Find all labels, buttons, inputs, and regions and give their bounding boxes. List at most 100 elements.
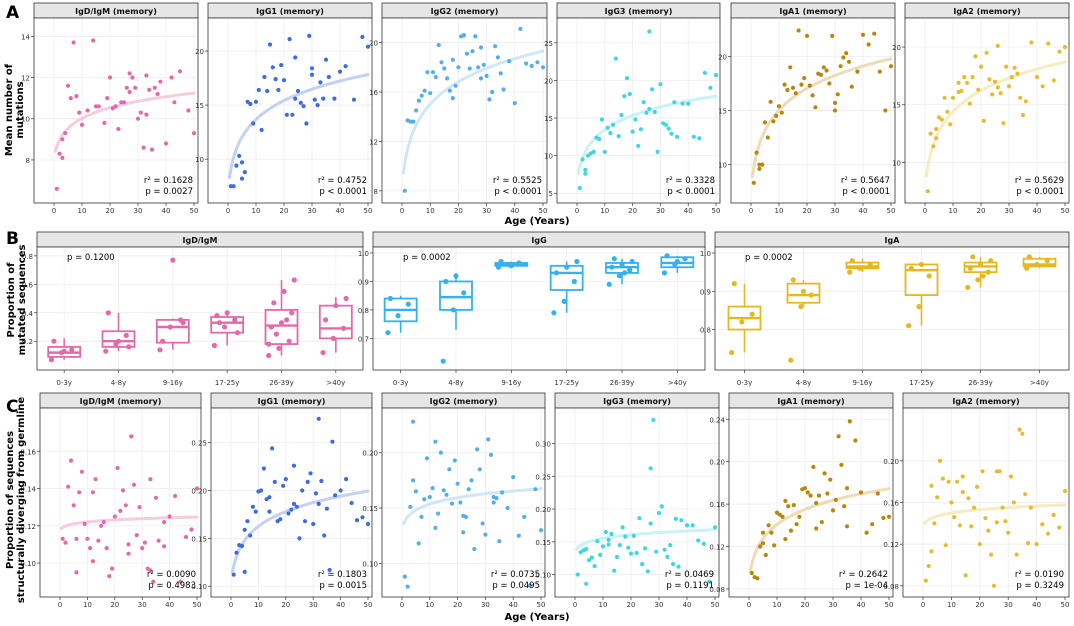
panel-c-3-point <box>642 546 648 551</box>
panel-c-3-point <box>645 569 650 574</box>
panel-a-5-point <box>976 87 981 92</box>
panel-a-2-ytick-label: 8 <box>374 188 378 196</box>
panel-a-0-xtick-label: 50 <box>190 207 199 215</box>
panel-c-1-point <box>305 479 310 484</box>
panel-a-0: IgD/IgM (memory) 8 10 12 14 0 10 20 30 40 50 r² = 0… <box>21 2 199 215</box>
panel-a-2-point <box>447 88 452 93</box>
panel-c-2-point <box>438 450 443 455</box>
panel-b-1-category-label: 0-3y <box>393 379 409 387</box>
panel-b-2-point <box>1044 258 1050 264</box>
panel-a-5-xtick-label: 10 <box>949 207 958 215</box>
panel-c-1-ytick-label: 0.25 <box>191 440 207 448</box>
panel-c-0-point <box>68 458 74 463</box>
panel-a-5-title: IgA2 (memory) <box>953 7 1020 16</box>
panel-a-4-xtick-label: 10 <box>775 207 784 215</box>
panel-c-4-point <box>816 493 822 498</box>
panel-a-3: IgG3 (memory) 5 10 15 20 25 0 10 20 30 40 50 r² = 0.… <box>544 2 720 215</box>
panel-c-5-point <box>963 573 968 578</box>
panel-c-2-point <box>449 501 455 506</box>
panel-c-3-point <box>584 546 589 552</box>
panel-a-2-point <box>453 83 458 88</box>
panel-a-4-ytick-label: 10 <box>718 162 727 170</box>
panel-a-3-point <box>633 117 638 122</box>
panel-c-0-ytick-label: 0.16 <box>20 448 36 456</box>
panel-c-4-point <box>814 500 819 506</box>
panel-c-5-xtick-label: 20 <box>975 601 984 609</box>
panel-c-1-xtick-label: 30 <box>309 601 318 609</box>
panel-b-1-point <box>616 273 623 279</box>
panel-a-5-point <box>1023 99 1028 104</box>
panel-c-4-ytick-label: 0.16 <box>709 501 725 509</box>
panel-c-1-xtick-label: 10 <box>254 601 263 609</box>
panel-a-2-ytick-label: 20 <box>369 40 378 48</box>
panel-c-3-point <box>656 510 662 516</box>
y-axis-label-c-line2: structurally diverging from germline <box>16 397 27 604</box>
panel-c-5-point <box>952 515 957 520</box>
panel-b-1-box-1 <box>439 273 473 364</box>
panel-c-5-point <box>974 484 980 489</box>
panel-c-1-point <box>248 533 253 538</box>
panel-a-0-ytick-label: 12 <box>21 75 30 83</box>
panel-c-5-point <box>1028 505 1033 510</box>
panel-c-4-point <box>788 528 794 533</box>
panel-c-4-xtick-label: 30 <box>829 601 838 609</box>
panel-a-4-xtick-label: 50 <box>887 207 896 215</box>
panel-a-2-point <box>473 34 478 39</box>
panel-a-0-point <box>68 96 73 101</box>
panel-a-3-point <box>577 185 582 191</box>
panel-a-0-point <box>141 145 146 150</box>
panel-b-2-point <box>967 265 973 271</box>
panel-b-0-ytick-label: 0.4 <box>22 310 34 318</box>
panel-c-1-point <box>272 479 277 484</box>
panel-a-4-point <box>799 82 804 87</box>
panel-a-3-xtick-label: 20 <box>628 207 637 215</box>
panel-b-2-frame <box>714 246 1070 371</box>
panel-b-2-category-label: >40y <box>1030 379 1049 387</box>
panel-c-0-point <box>183 534 189 540</box>
panel-a-1-point <box>321 96 326 101</box>
panel-a-5-point <box>948 122 953 127</box>
panel-a-0-point <box>152 85 157 90</box>
panel-b-0-title: IgD/IgM <box>183 236 218 245</box>
panel-c-4-point <box>853 438 858 443</box>
panel-a-2-point <box>461 33 467 38</box>
panel-b-0-point <box>320 350 326 356</box>
panel-c-3-point <box>606 537 611 543</box>
panel-c-0-point <box>90 490 95 495</box>
panel-a-1-ytick-label: 20 <box>195 48 204 56</box>
panel-a-3-point <box>669 131 674 136</box>
panel-a-1-xtick-label: 50 <box>364 207 373 215</box>
panel-b-1-point <box>609 264 615 270</box>
panel-b-1-category-label: 26-39y <box>610 379 634 387</box>
panel-a-3-r2: r² = 0.3328 <box>666 176 715 186</box>
panel-b-2-box-0 <box>727 281 762 356</box>
panel-c-4-point <box>783 537 788 542</box>
panel-c-0-point <box>120 488 126 493</box>
panel-a-3-ytick-label: 5 <box>549 190 553 198</box>
panel-c-5-point <box>923 578 928 583</box>
panel-c-0-point <box>77 490 82 495</box>
panel-a-3-point <box>638 127 644 132</box>
panel-c-1-ytick-label: 0.10 <box>191 583 207 591</box>
panel-c-5-ytick-label: 0.20 <box>883 458 899 466</box>
panel-c-2-xtick-label: 10 <box>425 601 434 609</box>
panel-a-4-point <box>830 33 835 39</box>
panel-c-1-point <box>365 521 371 527</box>
panel-a-2-point <box>495 55 500 60</box>
panel-a-4-xtick-label: 40 <box>859 207 868 215</box>
panel-b-0-box-5 <box>318 295 353 356</box>
panel-a-1-point <box>251 121 256 126</box>
panel-a-1-ytick-label: 15 <box>195 102 204 110</box>
panel-c-1-point <box>330 439 335 444</box>
panel-c-2-point <box>533 487 538 492</box>
panel-a-2-point <box>433 75 438 80</box>
section-label-b: B <box>6 229 19 249</box>
panel-a-5-r2: r² = 0.5629 <box>1015 176 1064 186</box>
panel-a-3-point <box>611 122 616 127</box>
panel-b-2-point <box>790 277 796 283</box>
panel-c-1-point <box>349 500 354 506</box>
panel-b-0-point <box>180 320 186 326</box>
panel-b-1-frame <box>372 246 706 371</box>
panel-c-4-point <box>791 503 796 508</box>
panel-b-1-title: IgG <box>531 236 546 245</box>
